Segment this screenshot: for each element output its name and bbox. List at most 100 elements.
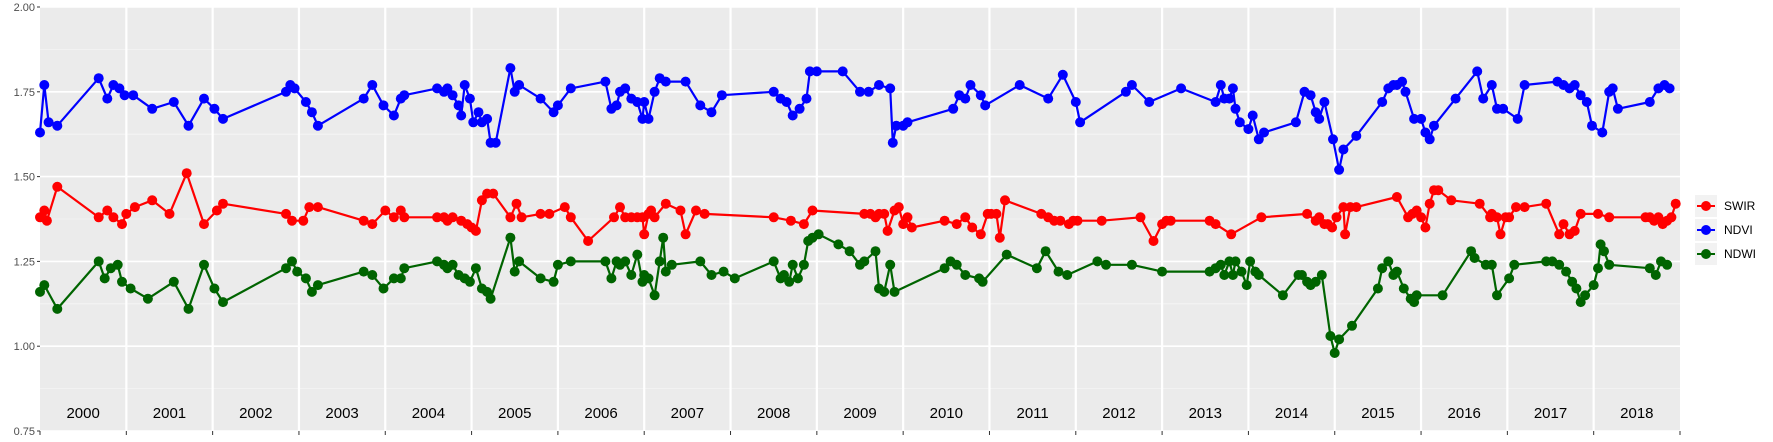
data-point-swir xyxy=(1327,222,1338,233)
data-point-swir xyxy=(1226,229,1237,240)
data-point-swir xyxy=(960,212,971,223)
data-point-swir xyxy=(380,205,391,216)
data-point-ndvi xyxy=(147,103,158,114)
data-point-swir xyxy=(1511,202,1521,213)
data-point-ndvi xyxy=(891,120,902,131)
data-point-swir xyxy=(1351,202,1362,213)
year-label-2014: 2014 xyxy=(1275,405,1308,422)
data-point-ndvi xyxy=(902,117,913,128)
year-label-2018: 2018 xyxy=(1620,405,1653,422)
data-point-ndwi xyxy=(287,256,297,267)
year-label-2016: 2016 xyxy=(1448,405,1481,422)
data-point-ndwi xyxy=(1040,246,1051,257)
year-label-2007: 2007 xyxy=(671,405,704,422)
data-point-ndvi xyxy=(1664,83,1675,94)
data-point-ndvi xyxy=(620,83,631,94)
data-point-swir xyxy=(699,208,710,219)
data-point-ndvi xyxy=(1305,90,1316,101)
year-label-2001: 2001 xyxy=(153,405,186,422)
data-point-ndwi xyxy=(39,280,50,291)
data-point-swir xyxy=(108,212,119,223)
data-point-swir xyxy=(117,219,127,230)
data-point-ndvi xyxy=(209,103,220,114)
year-label-2000: 2000 xyxy=(66,405,99,422)
data-point-ndvi xyxy=(1581,97,1592,107)
data-point-swir xyxy=(785,215,796,226)
data-point-ndvi xyxy=(1512,113,1523,124)
data-point-swir xyxy=(994,232,1005,243)
data-point-ndwi xyxy=(1372,283,1383,294)
data-point-ndwi xyxy=(1580,290,1591,301)
data-point-ndwi xyxy=(142,293,153,304)
year-label-2008: 2008 xyxy=(757,405,790,422)
data-point-ndvi xyxy=(1215,80,1226,90)
data-point-ndvi xyxy=(1409,113,1420,124)
data-point-ndvi xyxy=(468,117,479,128)
data-point-swir xyxy=(649,212,660,223)
data-point-ndvi xyxy=(855,86,865,97)
data-point-swir xyxy=(583,236,594,246)
data-point-swir xyxy=(680,229,691,240)
data-point-ndwi xyxy=(1398,283,1409,294)
data-point-ndvi xyxy=(1075,117,1086,128)
data-point-ndvi xyxy=(649,86,660,97)
data-point-ndwi xyxy=(552,259,563,270)
data-point-ndvi xyxy=(600,76,611,87)
data-point-ndwi xyxy=(117,276,127,287)
data-point-swir xyxy=(1424,198,1435,209)
data-point-ndvi xyxy=(768,86,779,97)
data-point-swir xyxy=(1055,215,1066,226)
data-point-ndvi xyxy=(1338,144,1349,155)
data-point-ndwi xyxy=(813,229,824,240)
data-point-swir xyxy=(211,205,222,216)
data-point-ndvi xyxy=(312,120,323,131)
data-point-ndwi xyxy=(870,246,881,257)
data-point-ndwi xyxy=(1486,259,1497,270)
data-point-ndvi xyxy=(975,90,986,101)
data-point-swir xyxy=(639,229,650,240)
data-point-swir xyxy=(768,212,779,223)
year-label-2011: 2011 xyxy=(1016,405,1048,422)
data-point-ndwi xyxy=(1504,273,1515,284)
data-point-ndvi xyxy=(1472,66,1483,77)
data-point-ndvi xyxy=(1569,80,1580,90)
data-point-swir xyxy=(675,205,686,216)
data-point-ndwi xyxy=(281,263,291,274)
data-point-ndwi xyxy=(395,273,406,284)
data-point-ndwi xyxy=(1236,266,1247,277)
data-point-ndwi xyxy=(199,259,209,270)
data-point-ndwi xyxy=(168,276,179,287)
data-point-swir xyxy=(1575,208,1586,219)
data-point-swir xyxy=(93,212,104,223)
data-point-swir xyxy=(1148,236,1159,246)
y-tick-label: 1.50 xyxy=(14,172,35,184)
data-point-ndvi xyxy=(1210,97,1221,107)
data-point-ndwi xyxy=(1215,259,1226,270)
data-point-ndvi xyxy=(447,90,458,101)
data-point-ndwi xyxy=(1053,266,1064,277)
data-point-ndwi xyxy=(960,270,971,280)
data-point-swir xyxy=(559,202,570,213)
data-point-ndwi xyxy=(729,273,740,284)
data-point-swir xyxy=(609,212,619,223)
data-point-ndwi xyxy=(209,283,220,294)
axes: 0.75 1.00 1.25 1.50 1.75 2.00 xyxy=(14,2,1681,438)
data-point-ndvi xyxy=(632,97,643,107)
data-point-ndwi xyxy=(1593,263,1603,274)
data-point-ndwi xyxy=(367,270,378,280)
data-point-ndvi xyxy=(948,103,959,114)
data-point-ndwi xyxy=(660,266,671,277)
y-tick-label: 1.75 xyxy=(14,87,35,99)
data-point-swir xyxy=(281,208,291,219)
data-point-ndwi xyxy=(779,270,789,280)
data-point-ndvi xyxy=(781,97,792,107)
data-point-ndvi xyxy=(863,86,874,97)
year-label-2012: 2012 xyxy=(1102,405,1135,422)
data-point-ndvi xyxy=(1612,103,1623,114)
data-point-ndvi xyxy=(1126,80,1137,90)
data-point-ndvi xyxy=(565,83,576,94)
data-point-swir xyxy=(967,222,978,233)
data-point-swir xyxy=(1569,225,1580,236)
data-point-swir xyxy=(1331,212,1342,223)
data-point-ndwi xyxy=(798,259,809,270)
